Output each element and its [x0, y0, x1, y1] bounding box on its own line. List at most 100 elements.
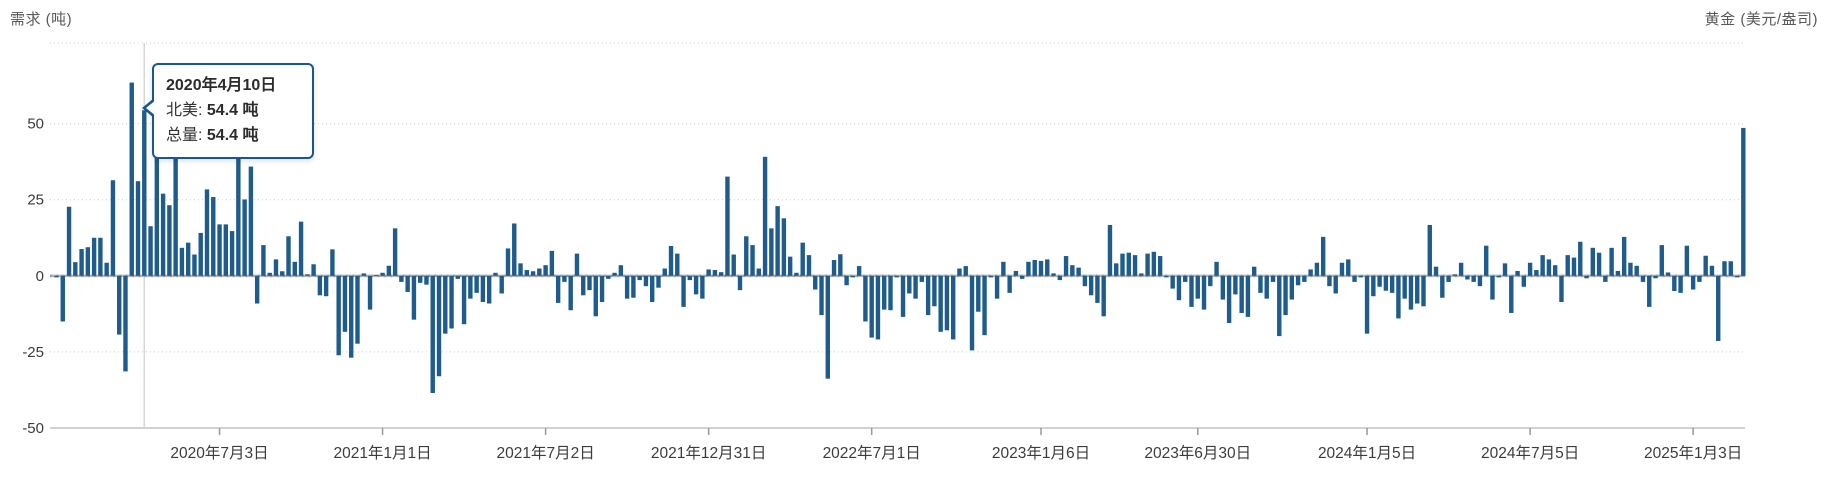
bar[interactable] [198, 232, 203, 276]
bar[interactable] [1214, 261, 1219, 276]
bar[interactable] [737, 275, 743, 291]
bar[interactable] [1709, 265, 1715, 276]
bar[interactable] [1647, 275, 1652, 307]
bar[interactable] [856, 266, 862, 276]
bar[interactable] [323, 275, 329, 297]
bar[interactable] [1571, 257, 1577, 276]
bar[interactable] [1634, 265, 1639, 276]
bar[interactable] [110, 180, 116, 276]
bar[interactable] [725, 176, 730, 276]
bar[interactable] [869, 275, 874, 338]
bar[interactable] [668, 246, 674, 276]
bar[interactable] [618, 265, 624, 276]
bar[interactable] [1201, 275, 1207, 310]
bar[interactable] [574, 253, 580, 276]
bar[interactable] [1433, 266, 1439, 276]
bar[interactable] [1277, 275, 1282, 337]
bar[interactable] [951, 275, 956, 340]
bar[interactable] [744, 236, 749, 276]
bar[interactable] [1546, 259, 1552, 276]
bar[interactable] [1465, 275, 1470, 280]
bar[interactable] [160, 193, 166, 276]
bar[interactable] [1007, 275, 1012, 293]
bar[interactable] [1032, 260, 1037, 276]
bar[interactable] [825, 275, 830, 379]
bar[interactable] [606, 275, 611, 279]
bar[interactable] [687, 275, 693, 281]
bar[interactable] [693, 275, 699, 295]
bar[interactable] [662, 268, 667, 276]
bar[interactable] [524, 270, 529, 276]
bar[interactable] [1458, 262, 1464, 276]
bar[interactable] [850, 275, 856, 278]
bar[interactable] [1082, 275, 1088, 287]
bar[interactable] [762, 156, 768, 276]
bar[interactable] [1584, 275, 1589, 279]
bar[interactable] [79, 249, 84, 276]
bar[interactable] [461, 275, 467, 325]
bar[interactable] [179, 247, 185, 276]
bar[interactable] [468, 275, 473, 299]
bar[interactable] [417, 275, 423, 283]
bar[interactable] [1596, 252, 1602, 276]
bar[interactable] [718, 272, 724, 276]
bar[interactable] [637, 275, 642, 281]
bar[interactable] [411, 275, 417, 320]
bar[interactable] [117, 275, 122, 335]
bar[interactable] [380, 272, 385, 276]
bar[interactable] [367, 275, 373, 310]
bar[interactable] [493, 272, 498, 276]
bar[interactable] [1026, 261, 1031, 276]
bar[interactable] [1484, 245, 1489, 276]
bar[interactable] [286, 236, 291, 276]
bar[interactable] [706, 269, 711, 276]
bar[interactable] [712, 270, 718, 276]
bar[interactable] [555, 275, 561, 303]
bar[interactable] [1716, 275, 1721, 341]
bar[interactable] [1245, 275, 1251, 317]
bar[interactable] [1114, 263, 1119, 276]
bar[interactable] [73, 262, 78, 276]
bar[interactable] [1195, 275, 1200, 299]
bar[interactable] [217, 224, 222, 276]
bar[interactable] [819, 275, 824, 316]
bar[interactable] [775, 206, 780, 276]
bar[interactable] [1659, 245, 1664, 276]
bar[interactable] [66, 206, 72, 276]
bar[interactable] [98, 237, 103, 276]
bar[interactable] [537, 268, 542, 276]
bar[interactable] [813, 275, 818, 290]
bar[interactable] [1477, 275, 1483, 287]
bar[interactable] [1289, 275, 1295, 300]
bar[interactable] [806, 255, 812, 276]
bar[interactable] [932, 275, 937, 307]
bar[interactable] [938, 275, 943, 332]
bar[interactable] [900, 275, 906, 317]
bar[interactable] [963, 266, 968, 276]
bar[interactable] [1565, 255, 1570, 276]
bar[interactable] [587, 275, 592, 291]
bar[interactable] [844, 275, 849, 286]
bar[interactable] [1057, 275, 1063, 281]
bar[interactable] [1389, 275, 1395, 293]
bar[interactable] [1490, 275, 1495, 300]
bar[interactable] [1364, 275, 1370, 334]
bar[interactable] [1628, 262, 1633, 276]
bar[interactable] [882, 275, 887, 310]
bar[interactable] [330, 249, 335, 276]
bar[interactable] [280, 271, 285, 276]
bar[interactable] [787, 256, 793, 276]
bar[interactable] [1270, 275, 1276, 282]
bar[interactable] [700, 275, 705, 299]
bar[interactable] [599, 275, 605, 302]
bar[interactable] [273, 259, 279, 276]
bar[interactable] [1440, 275, 1445, 298]
bar[interactable] [1509, 275, 1514, 313]
bar[interactable] [1603, 275, 1608, 282]
bar[interactable] [1697, 275, 1702, 282]
bar[interactable] [486, 275, 492, 304]
bar[interactable] [1333, 275, 1338, 294]
bar[interactable] [1427, 225, 1432, 276]
bar[interactable] [1320, 236, 1326, 276]
bar[interactable] [392, 228, 398, 276]
